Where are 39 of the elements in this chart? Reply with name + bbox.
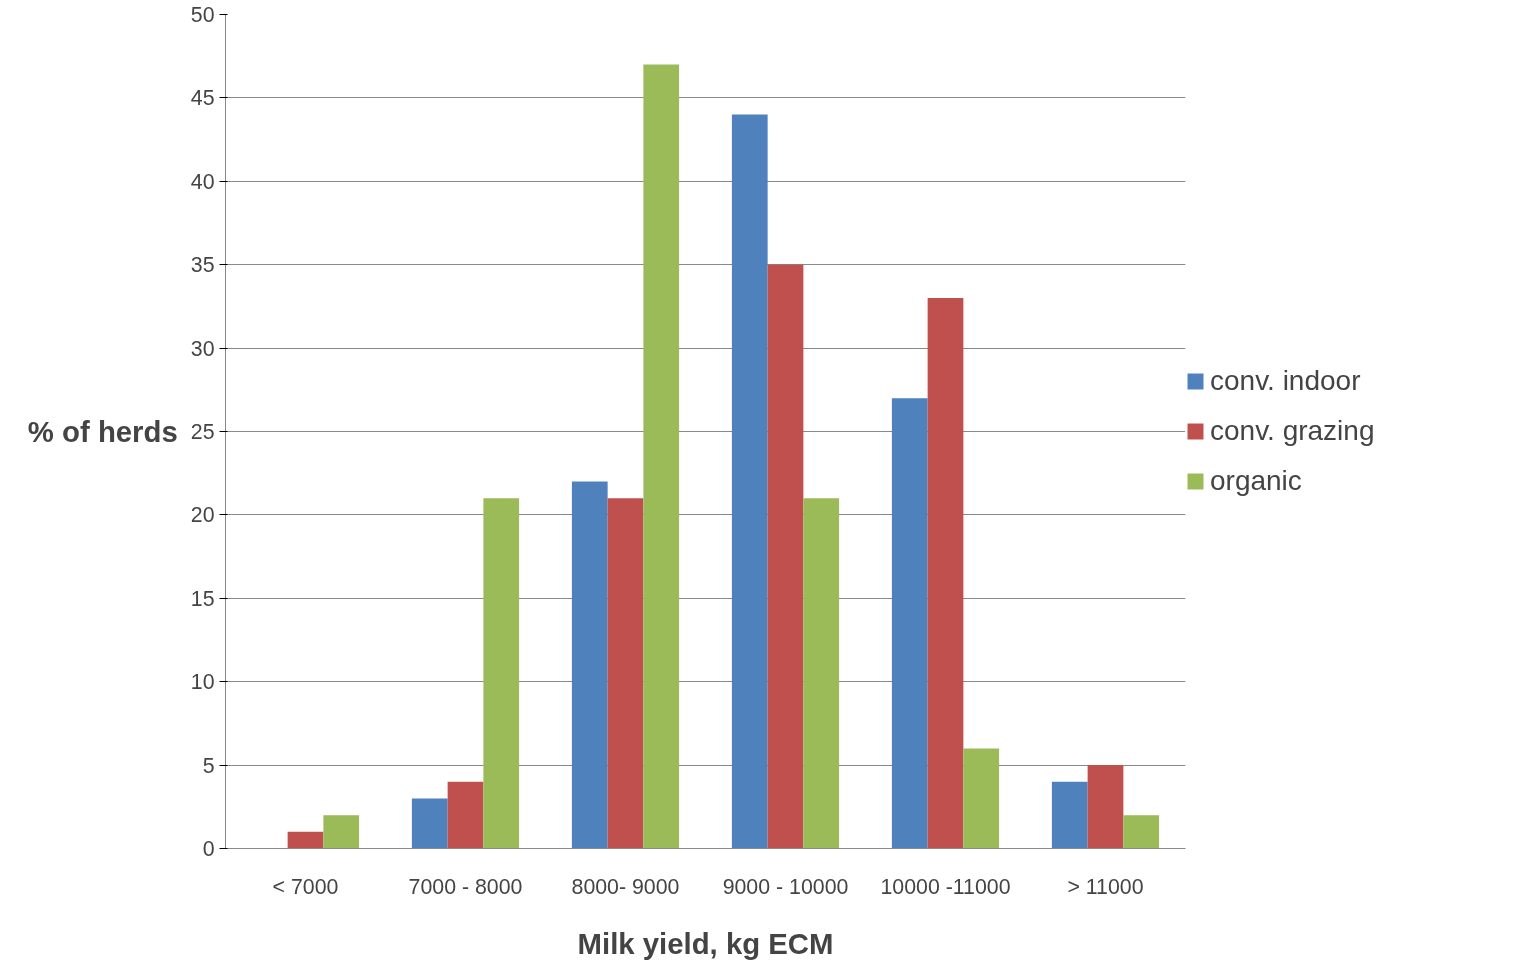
bar xyxy=(571,481,608,849)
bar xyxy=(1051,781,1088,849)
bar xyxy=(963,748,1000,849)
y-tick-label: 15 xyxy=(190,586,215,611)
bar xyxy=(1087,765,1124,849)
bar xyxy=(731,114,768,849)
y-tick-label: 0 xyxy=(202,837,215,861)
y-tick-label: 30 xyxy=(190,336,215,361)
bar xyxy=(447,781,484,849)
x-tick-label: > 11000 xyxy=(1067,874,1144,899)
legend-label: conv. grazing xyxy=(1210,415,1375,447)
y-tick-label: 10 xyxy=(190,670,215,695)
y-axis-title: % of herds xyxy=(27,415,178,448)
x-tick-label: < 7000 xyxy=(272,874,339,899)
bar xyxy=(411,798,448,849)
y-tick-label: 50 xyxy=(190,3,215,27)
bar xyxy=(607,498,644,849)
bar xyxy=(927,298,964,849)
x-tick-label: 10000 -11000 xyxy=(880,874,1011,899)
x-axis-title: Milk yield, kg ECM xyxy=(577,926,834,960)
bar xyxy=(891,398,928,849)
x-tick-label: 7000 - 8000 xyxy=(408,874,523,899)
legend-label: organic xyxy=(1210,465,1302,497)
x-tick-label: 8000- 9000 xyxy=(571,874,680,899)
y-tick-label: 25 xyxy=(190,420,215,444)
bar xyxy=(483,498,520,849)
y-tick-label: 45 xyxy=(190,86,215,111)
bar xyxy=(767,264,804,849)
bar xyxy=(323,815,360,849)
x-tick-label: 9000 - 10000 xyxy=(722,874,849,899)
bar xyxy=(803,498,840,849)
bar xyxy=(643,64,680,849)
y-tick-label: 35 xyxy=(190,253,215,278)
y-tick-label: 5 xyxy=(202,753,215,778)
y-tick-label: 20 xyxy=(190,503,215,528)
bar xyxy=(287,831,324,849)
bar xyxy=(1123,815,1160,849)
y-tick-label: 40 xyxy=(190,169,215,194)
legend-label: conv. indoor xyxy=(1210,365,1361,397)
